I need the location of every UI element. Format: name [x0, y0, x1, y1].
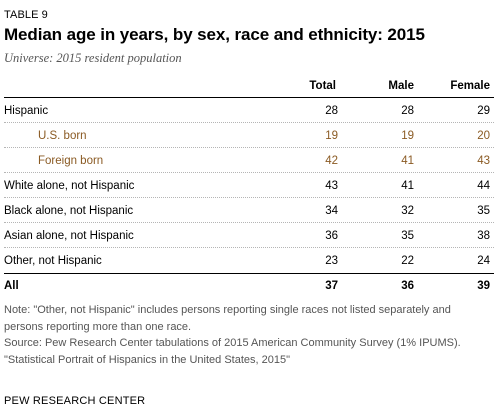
universe-subtitle: Universe: 2015 resident population	[4, 51, 182, 65]
column-header-male: Male	[388, 80, 414, 92]
cell-female: 43	[477, 155, 490, 167]
column-header-total: Total	[309, 80, 336, 92]
column-header-female: Female	[450, 80, 490, 92]
cell-total: 37	[325, 280, 338, 292]
table-row-hispanic: Hispanic 28 28 29	[4, 98, 494, 123]
cell-total: 19	[325, 130, 338, 142]
table-header: Total Male Female	[4, 72, 494, 98]
table-row-white: White alone, not Hispanic 43 41 44	[4, 173, 494, 198]
row-label: Other, not Hispanic	[4, 255, 102, 267]
cell-female: 38	[477, 230, 490, 242]
cell-female: 35	[477, 205, 490, 217]
table-row-all: All 37 36 39	[4, 273, 494, 297]
source-text: Source: Pew Research Center tabulations …	[4, 337, 461, 349]
cell-male: 41	[401, 180, 414, 192]
cell-total: 43	[325, 180, 338, 192]
cell-total: 28	[325, 105, 338, 117]
row-label: Hispanic	[4, 105, 49, 117]
cell-total: 36	[325, 230, 338, 242]
cell-male: 22	[401, 255, 414, 267]
publisher-credit: PEW RESEARCH CENTER	[4, 395, 146, 407]
row-label: All	[4, 280, 19, 292]
note-text: Note: "Other, not Hispanic" includes per…	[4, 304, 451, 333]
table-row-us-born: U.S. born 19 19 20	[4, 123, 494, 148]
row-label: White alone, not Hispanic	[4, 180, 135, 192]
median-age-table: Total Male Female Hispanic 28 28 29 U.S.…	[4, 72, 494, 297]
cell-male: 36	[401, 280, 414, 292]
table-row-asian: Asian alone, not Hispanic 36 35 38	[4, 223, 494, 248]
cell-female: 20	[477, 130, 490, 142]
cell-total: 23	[325, 255, 338, 267]
row-label: Asian alone, not Hispanic	[4, 230, 134, 242]
cell-male: 41	[401, 155, 414, 167]
page-title: Median age in years, by sex, race and et…	[4, 25, 425, 44]
cell-female: 44	[477, 180, 490, 192]
cell-total: 42	[325, 155, 338, 167]
cell-female: 39	[477, 280, 490, 292]
cell-female: 24	[477, 255, 490, 267]
cell-total: 34	[325, 205, 338, 217]
row-label: Black alone, not Hispanic	[4, 205, 134, 217]
cell-male: 32	[401, 205, 414, 217]
row-label: Foreign born	[38, 155, 104, 167]
row-label: U.S. born	[38, 130, 87, 142]
table-row-foreign-born: Foreign born 42 41 43	[4, 148, 494, 173]
table-number: TABLE 9	[4, 9, 48, 21]
cell-male: 28	[401, 105, 414, 117]
table-row-other: Other, not Hispanic 23 22 24	[4, 248, 494, 273]
cell-female: 29	[477, 105, 490, 117]
report-title-text: "Statistical Portrait of Hispanics in th…	[4, 353, 291, 366]
table-row-black: Black alone, not Hispanic 34 32 35	[4, 198, 494, 223]
table-notes: Note: "Other, not Hispanic" includes per…	[4, 302, 490, 368]
cell-male: 19	[401, 130, 414, 142]
cell-male: 35	[401, 230, 414, 242]
